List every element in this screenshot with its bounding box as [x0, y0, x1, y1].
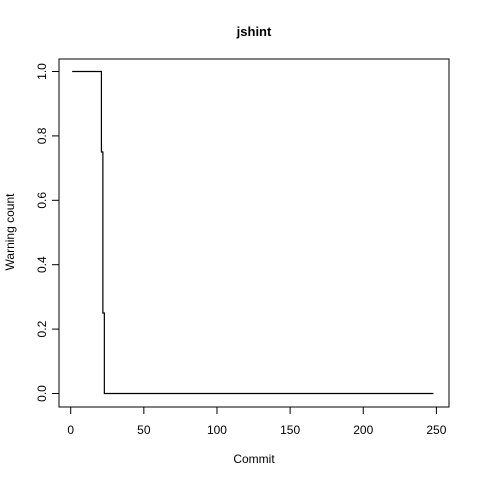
x-tick-label: 100 [207, 423, 227, 437]
y-tick-label: 0.2 [35, 320, 49, 337]
x-tick-label: 50 [137, 423, 151, 437]
series-line [72, 70, 434, 395]
y-tick-label: 1.0 [35, 63, 49, 80]
x-tick-label: 250 [426, 423, 446, 437]
y-tick-label: 0.0 [35, 385, 49, 402]
y-axis: 0.0 0.2 0.4 0.6 0.8 1.0 [35, 63, 60, 402]
x-axis: 0 50 100 150 200 250 [67, 406, 447, 437]
x-tick-label: 200 [353, 423, 373, 437]
x-axis-label: Commit [233, 452, 275, 466]
x-tick-label: 0 [67, 423, 74, 437]
y-tick-label: 0.4 [35, 256, 49, 273]
y-tick-label: 0.8 [35, 127, 49, 144]
y-tick-label: 0.6 [35, 192, 49, 209]
series-layer [72, 70, 434, 395]
x-tick-label: 150 [280, 423, 300, 437]
y-axis-label: Warning count [3, 193, 17, 271]
chart-title: jshint [236, 24, 272, 39]
